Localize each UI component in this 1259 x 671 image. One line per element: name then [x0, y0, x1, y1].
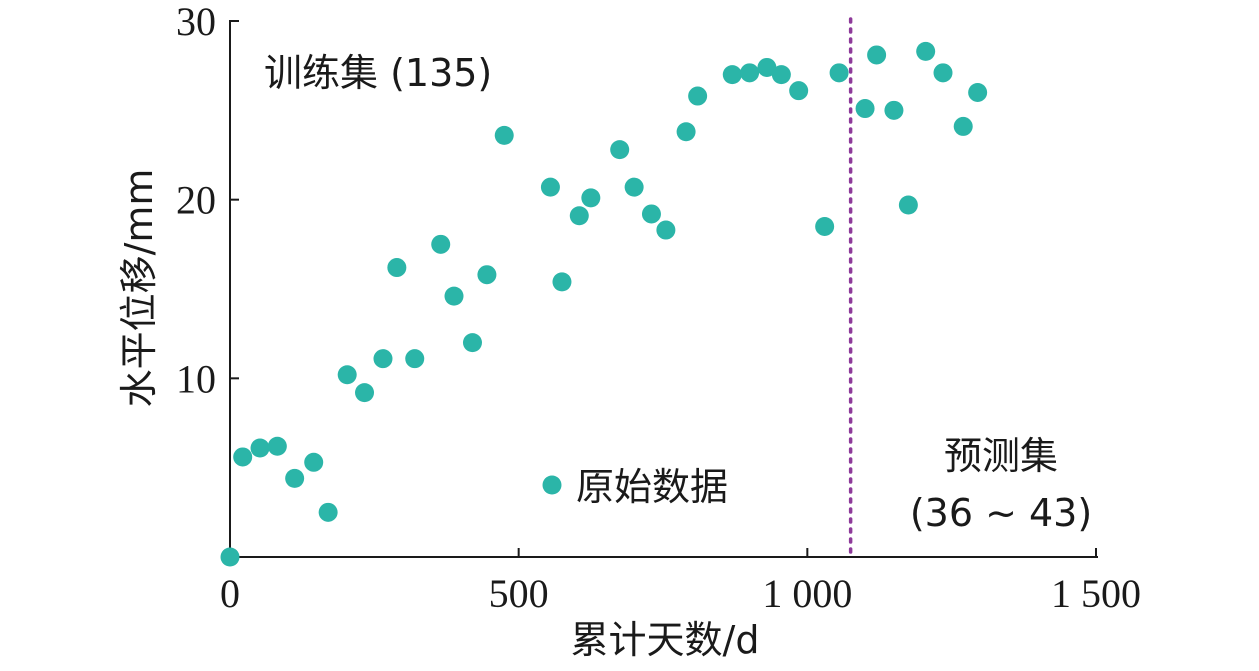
- data-point: [815, 216, 835, 236]
- data-point: [233, 447, 253, 467]
- y-tick-label: 20: [176, 178, 216, 223]
- data-point: [740, 63, 760, 83]
- data-point: [884, 100, 904, 120]
- data-point: [220, 547, 240, 567]
- y-axis-title: 水平位移/mm: [117, 169, 161, 408]
- data-point: [898, 195, 918, 215]
- data-point: [431, 234, 451, 254]
- axes: [229, 20, 1098, 558]
- data-point: [867, 45, 887, 65]
- data-point: [933, 63, 953, 83]
- data-point: [355, 383, 375, 403]
- data-point: [641, 204, 661, 224]
- data-point: [462, 333, 482, 353]
- data-point: [552, 272, 572, 292]
- data-point: [581, 188, 601, 208]
- data-point: [855, 99, 875, 119]
- data-point: [267, 436, 287, 456]
- data-point: [953, 116, 973, 136]
- y-tick-label: 30: [176, 0, 216, 44]
- data-point: [444, 286, 464, 306]
- data-point: [318, 502, 338, 522]
- x-axis-title: 累计天数/d: [571, 618, 760, 662]
- data-point: [676, 122, 696, 142]
- test-set-label: 预测集: [944, 434, 1058, 478]
- data-point: [285, 468, 305, 488]
- data-point: [337, 365, 357, 385]
- data-point: [494, 125, 514, 145]
- y-tick-label: 10: [176, 356, 216, 401]
- x-tick-label: 0: [220, 571, 240, 616]
- data-point: [610, 140, 630, 160]
- data-point: [477, 265, 497, 285]
- data-point: [304, 452, 324, 472]
- data-point: [656, 220, 676, 240]
- legend-label: 原始数据: [576, 465, 728, 509]
- data-point: [722, 65, 742, 85]
- legend: 原始数据: [542, 465, 728, 509]
- legend-marker: [542, 475, 562, 495]
- data-point: [624, 177, 644, 197]
- data-point: [540, 177, 560, 197]
- data-point: [569, 206, 589, 226]
- data-point: [829, 63, 849, 83]
- ticks: 0 500 1 000 1 500 10 20 30: [176, 0, 1141, 616]
- x-tick-label: 500: [489, 571, 549, 616]
- data-point: [968, 82, 988, 102]
- data-point: [250, 438, 270, 458]
- x-tick-label: 1 000: [762, 571, 852, 616]
- data-points: [220, 41, 988, 567]
- x-tick-label: 1 500: [1051, 571, 1141, 616]
- data-point: [789, 81, 809, 101]
- data-point: [688, 86, 708, 106]
- test-set-range-label: (36 ~ 43): [910, 491, 1092, 535]
- data-point: [916, 41, 936, 61]
- data-point: [387, 258, 407, 278]
- data-point: [405, 349, 425, 369]
- data-point: [373, 349, 393, 369]
- data-point: [771, 65, 791, 85]
- train-set-label: 训练集 (135): [264, 51, 492, 95]
- data-point: [757, 57, 777, 77]
